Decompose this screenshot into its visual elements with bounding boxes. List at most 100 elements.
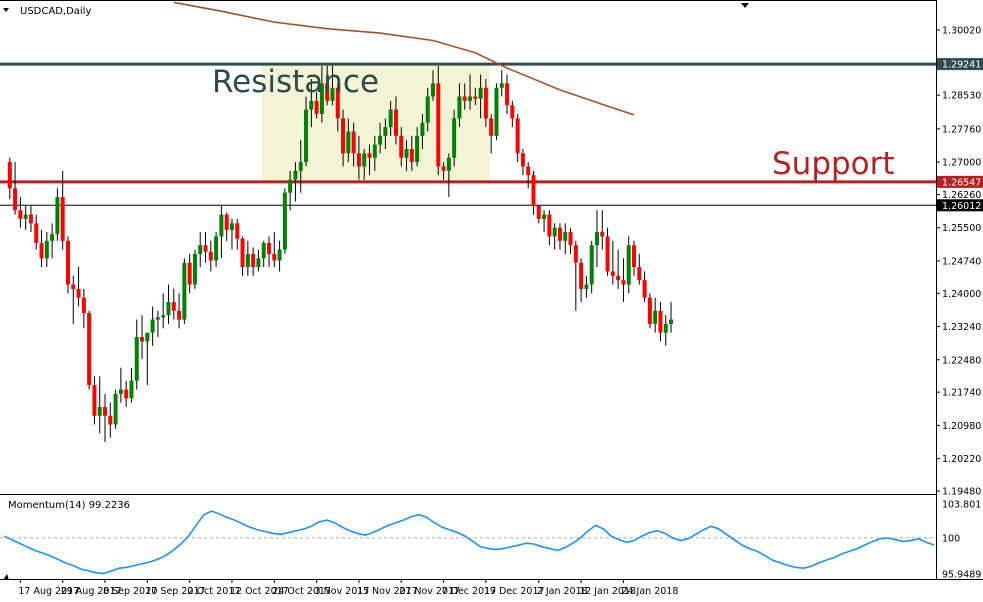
- candle-body: [272, 253, 277, 261]
- candle-body: [34, 223, 39, 244]
- x-tick-label: 27 Nov 2017: [399, 586, 460, 597]
- candle-body: [44, 240, 49, 259]
- candle-body: [92, 385, 97, 416]
- candle-body: [155, 317, 160, 320]
- candle-body: [13, 188, 18, 211]
- chart-menu-icon: [3, 8, 9, 12]
- candle-body: [129, 380, 134, 399]
- candle-body: [452, 118, 457, 158]
- candle-body: [251, 253, 256, 268]
- level-value-label: 1.26012: [942, 201, 981, 212]
- candle-body: [483, 87, 488, 119]
- candle-body: [362, 153, 367, 167]
- candle-body: [378, 135, 383, 145]
- candle-body: [304, 109, 309, 163]
- candle-body: [430, 83, 435, 97]
- y-tick-label: 1.20980: [942, 421, 981, 432]
- candle-body: [653, 310, 658, 324]
- x-tick-label: 7 Dec 2017: [442, 586, 497, 597]
- candle-body: [198, 245, 203, 254]
- candle-body: [325, 83, 330, 101]
- candle-body: [150, 319, 155, 333]
- candle-body: [515, 118, 520, 154]
- candle-body: [293, 170, 298, 180]
- candle-body: [341, 118, 346, 154]
- candle-body: [187, 262, 192, 285]
- candle-body: [55, 197, 60, 235]
- candle-body: [277, 249, 282, 261]
- scroll-corner-icon: [3, 574, 9, 580]
- shift-marker-icon[interactable]: [741, 3, 749, 8]
- candle-body: [399, 135, 404, 158]
- candle-body: [171, 302, 176, 311]
- candle-body: [261, 243, 266, 259]
- candle-body: [520, 153, 525, 167]
- candle-body: [319, 83, 324, 114]
- candle-body: [605, 236, 610, 272]
- candle-body: [330, 87, 335, 101]
- candle-body: [658, 310, 663, 333]
- candle-body: [134, 337, 139, 381]
- y-tick-label: 1.21740: [942, 388, 981, 399]
- candle-body: [425, 96, 430, 123]
- candle-body: [499, 83, 504, 88]
- candle-body: [626, 245, 631, 285]
- candle-body: [600, 232, 605, 237]
- support-annotation: Support: [772, 146, 895, 182]
- candle-body: [462, 96, 467, 101]
- candle-body: [214, 236, 219, 261]
- x-tick-label: 12 Jan 2018: [579, 586, 636, 597]
- y-tick-label: 1.28530: [942, 91, 981, 102]
- level-value-label: 1.26547: [942, 177, 981, 188]
- candle-body: [505, 83, 510, 106]
- candle-body: [235, 223, 240, 239]
- candle-body: [446, 157, 451, 171]
- candle-body: [441, 166, 446, 171]
- y-tick-label: 1.27000: [942, 158, 981, 169]
- candle-body: [632, 245, 637, 268]
- candle-body: [166, 302, 171, 316]
- candle-body: [288, 179, 293, 193]
- y-tick-label: 1.27760: [942, 124, 981, 135]
- candle-body: [669, 319, 674, 324]
- x-tick-label: 24 Jan 2018: [621, 586, 678, 597]
- candle-body: [309, 100, 314, 110]
- candle-body: [113, 393, 118, 425]
- level-value-box: [937, 58, 983, 71]
- candle-body: [393, 109, 398, 136]
- candle-body: [372, 144, 377, 158]
- candle-body: [108, 415, 113, 425]
- candle-body: [616, 275, 621, 281]
- chart-title: USDCAD,Daily: [20, 6, 91, 17]
- momentum-y-tick-label: 100: [942, 533, 960, 544]
- candle-body: [145, 332, 150, 342]
- candle-body: [7, 162, 12, 189]
- y-tick-label: 1.25500: [942, 223, 981, 234]
- resistance-annotation: Resistance: [212, 64, 379, 100]
- candle-body: [552, 227, 557, 237]
- candle-body: [118, 389, 123, 394]
- x-tick-label: 24 Oct 2017: [272, 586, 331, 597]
- level-value-label: 1.29241: [942, 60, 981, 71]
- y-tick-label: 1.26260: [942, 190, 981, 201]
- candle-body: [182, 262, 187, 320]
- candle-body: [637, 267, 642, 281]
- candle-body: [124, 389, 129, 399]
- candle-body: [568, 232, 573, 246]
- candle-body: [415, 135, 420, 163]
- x-tick-label: 2 Oct 2017: [188, 586, 241, 597]
- candle-body: [478, 87, 483, 99]
- candle-body: [526, 166, 531, 176]
- candle-body: [388, 109, 393, 128]
- candle-body: [584, 284, 589, 289]
- candle-body: [489, 118, 494, 136]
- y-tick-label: 1.19480: [942, 487, 981, 498]
- y-tick-label: 1.30020: [942, 26, 981, 37]
- candle-body: [87, 312, 92, 386]
- x-tick-label: 19 Dec 2017: [484, 586, 545, 597]
- candle-body: [18, 210, 23, 219]
- y-tick-label: 1.24000: [942, 289, 981, 300]
- candle-body: [28, 214, 33, 224]
- candle-body: [81, 297, 86, 313]
- candle-body: [547, 214, 552, 237]
